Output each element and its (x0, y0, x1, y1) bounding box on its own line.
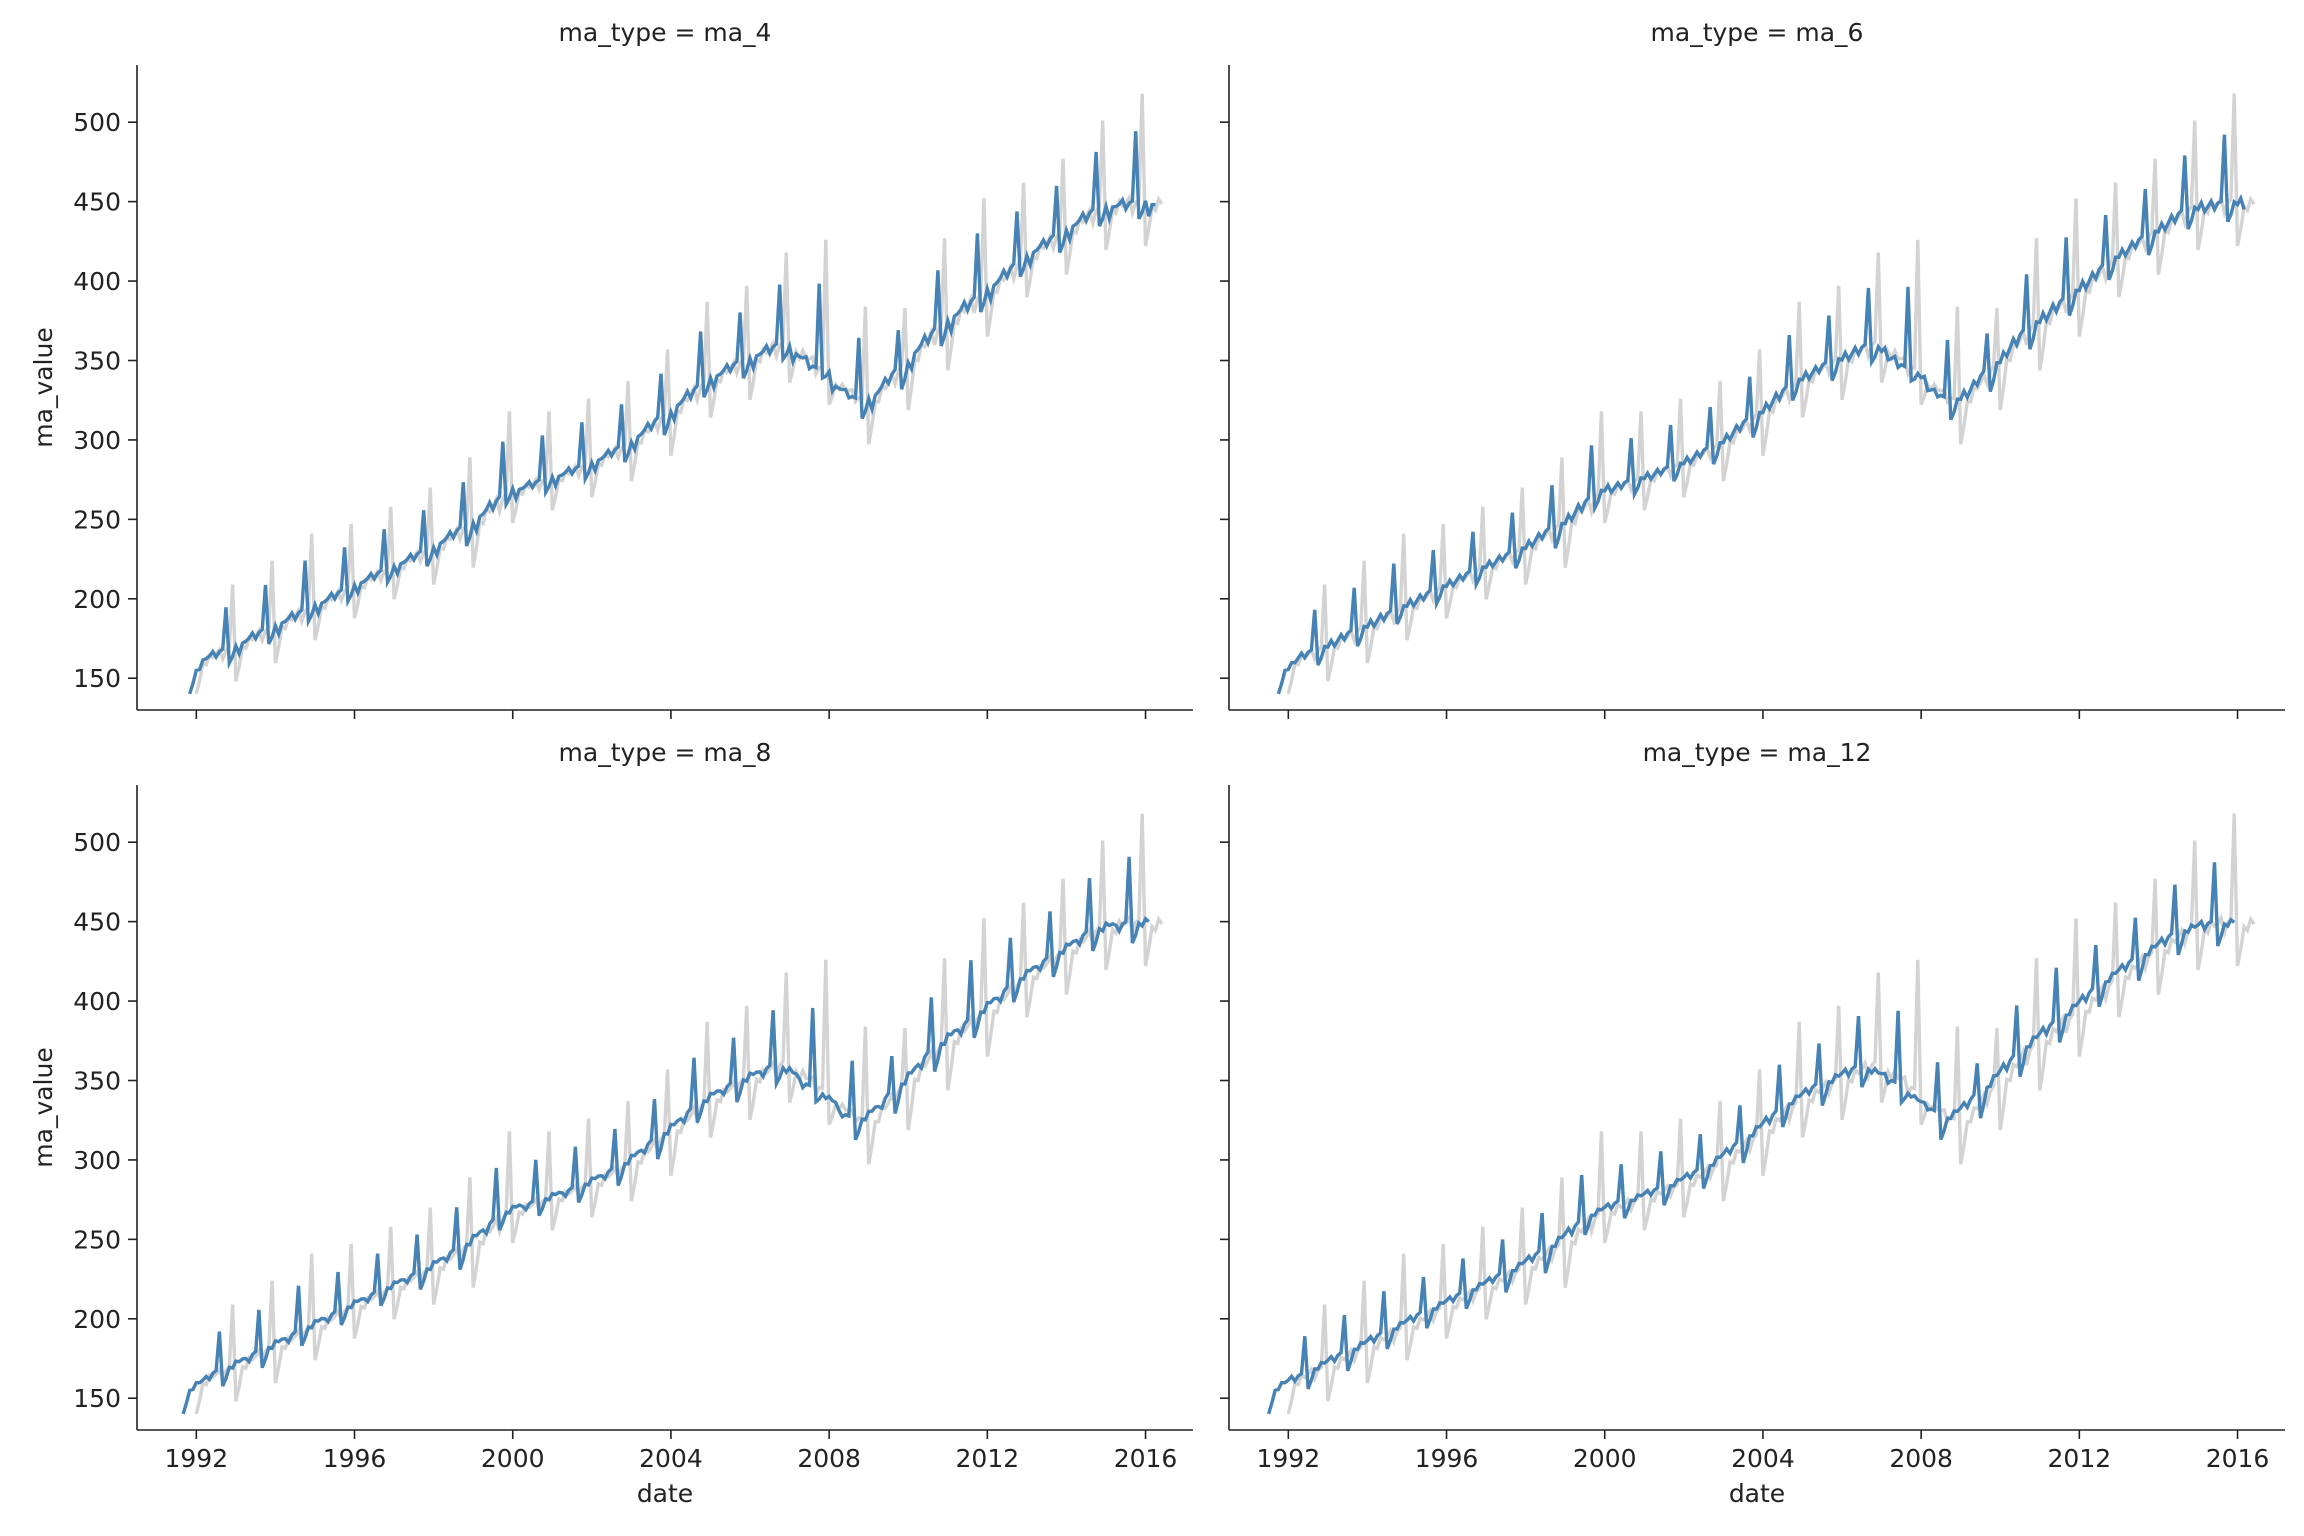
x-tick-label: 2008 (1889, 1444, 1953, 1473)
facet-panel-ma_4: ma_type = ma_4 150 200 250 300 350 400 450 500 ma… (29, 18, 1193, 719)
y-tick-label: 200 (73, 1305, 121, 1334)
x-tick-label: 2012 (956, 1444, 1020, 1473)
x-tick-label: 2004 (1731, 1444, 1795, 1473)
facet-title: ma_type = ma_8 (559, 738, 772, 767)
x-tick-label: 2016 (1114, 1444, 1178, 1473)
y-tick-label: 250 (73, 1225, 121, 1254)
y-tick-label: 200 (73, 585, 121, 614)
x-tick-label: 2008 (797, 1444, 861, 1473)
moving-average-line (1276, 134, 2246, 695)
y-axis-label: ma_value (29, 1047, 58, 1167)
y-tick-label: 450 (73, 188, 121, 217)
x-tick-label: 1996 (1415, 1444, 1479, 1473)
facet-title: ma_type = ma_6 (1651, 18, 1864, 47)
y-axis-label: ma_value (29, 327, 58, 447)
x-axis-label: date (1729, 1479, 1785, 1508)
y-tick-label: 150 (73, 1384, 121, 1413)
facet-title: ma_type = ma_12 (1643, 738, 1872, 767)
x-tick-label: 1992 (165, 1444, 229, 1473)
raw-series-line (1286, 813, 2256, 1415)
facet-panel-ma_8: ma_type = ma_8 150 200 250 300 350 400 450 500 19… (29, 738, 1193, 1508)
y-tick-label: 500 (73, 108, 121, 137)
x-tick-label: 2016 (2206, 1444, 2270, 1473)
y-tick-label: 300 (73, 426, 121, 455)
moving-average-line (181, 856, 1150, 1415)
facet-panel-ma_6: ma_type = ma_6 (1220, 18, 2285, 719)
y-tick-label: 350 (73, 1066, 121, 1095)
facet-panels: ma_type = ma_4150200250300350400450500ma… (29, 18, 2285, 1508)
moving-average-line (1266, 862, 2236, 1415)
x-tick-label: 1996 (323, 1444, 387, 1473)
y-tick-label: 350 (73, 346, 121, 375)
y-tick-label: 300 (73, 1146, 121, 1175)
x-tick-label: 1992 (1257, 1444, 1321, 1473)
y-tick-label: 400 (73, 267, 121, 296)
x-tick-label: 2000 (1573, 1444, 1637, 1473)
x-tick-label: 2004 (639, 1444, 703, 1473)
y-tick-label: 450 (73, 908, 121, 937)
y-tick-label: 150 (73, 664, 121, 693)
x-axis-label: date (637, 1479, 693, 1508)
x-tick-label: 2012 (2048, 1444, 2112, 1473)
facet-title: ma_type = ma_4 (559, 18, 772, 47)
moving-average-line (188, 131, 1156, 695)
raw-series-line (1286, 93, 2256, 695)
y-tick-label: 400 (73, 987, 121, 1016)
y-tick-label: 500 (73, 828, 121, 857)
y-tick-label: 250 (73, 505, 121, 534)
facet-panel-ma_12: ma_type = ma_12 1992 1996 2000 2004 2008 2012 2… (1220, 738, 2285, 1508)
x-tick-label: 2000 (481, 1444, 545, 1473)
